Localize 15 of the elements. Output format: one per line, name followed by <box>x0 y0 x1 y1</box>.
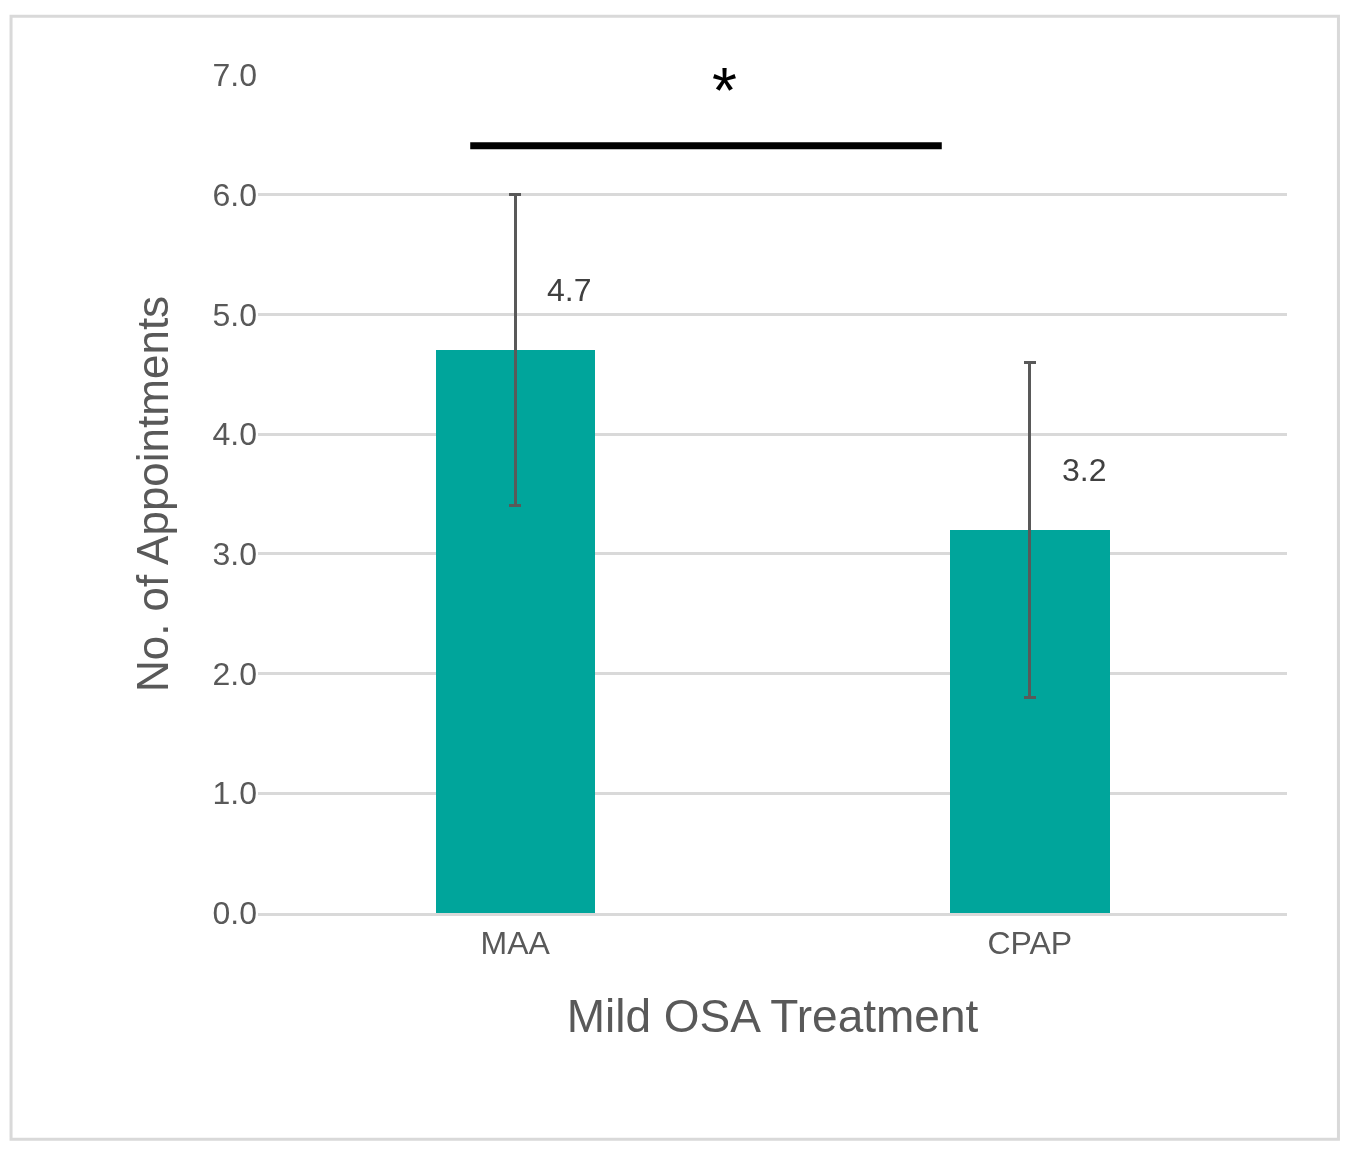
y-tick-label: 6.0 <box>212 176 257 213</box>
y-tick-label: 2.0 <box>212 655 257 692</box>
annotation: * <box>712 55 737 127</box>
data-label: 4.7 <box>547 272 592 308</box>
y-tick-label: 7.0 <box>212 57 257 94</box>
y-tick-label: 5.0 <box>212 296 257 333</box>
x-axis-title: Mild OSA Treatment <box>566 990 979 1043</box>
data-label: 3.2 <box>1062 452 1107 488</box>
y-axis-title: No. of Appointments <box>127 295 177 693</box>
y-tick-label: 1.0 <box>212 775 257 812</box>
x-tick-label: MAA <box>480 925 551 962</box>
y-tick-label: 3.0 <box>212 536 257 573</box>
x-tick-label: CPAP <box>987 925 1073 962</box>
y-tick-label: 4.0 <box>212 416 257 453</box>
y-tick-label: 0.0 <box>212 895 257 932</box>
